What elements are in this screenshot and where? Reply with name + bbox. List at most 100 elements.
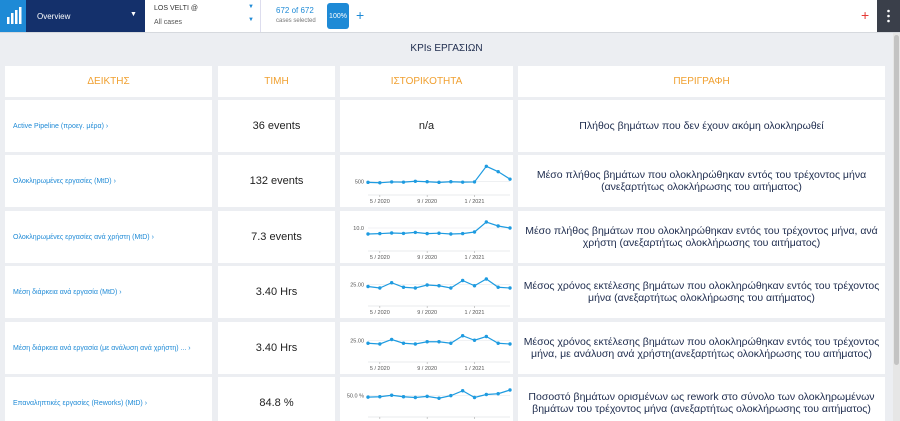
sparkline-point: [449, 180, 453, 184]
sparkline-point: [389, 231, 394, 235]
sparkline-point: [366, 395, 370, 399]
sparkline-point: [389, 337, 394, 342]
y-tick-label: 25.00: [350, 338, 364, 344]
header-cell: ΙΣΤΟΡΙΚΟΤΗΤΑ: [340, 66, 513, 97]
x-tick-label: 9 / 2020: [417, 366, 437, 372]
description-cell: Πλήθος βημάτων που δεν έχουν ακόμη ολοκλ…: [518, 100, 885, 152]
history-cell: 10.0 5 / 2020 9 / 2020 1 / 2021: [340, 211, 513, 263]
header-cell: ΠΕΡΙΓΡΑΦΗ: [518, 66, 885, 97]
sparkline-point: [437, 180, 441, 185]
kpi-cell[interactable]: Ολοκληρωμένες εργασίες ανά χρήστη (MtD) …: [5, 211, 212, 263]
sparkline-point: [460, 334, 465, 338]
chevron: ›: [103, 122, 109, 130]
kpi-cell[interactable]: Active Pipeline (προεγ. μέρα) ›: [5, 100, 212, 152]
page-title: KPIs ΕΡΓΑΣΙΩΝ: [0, 33, 893, 63]
sparkline-point: [449, 341, 453, 345]
kpi-cell[interactable]: Μέση διάρκεια ανά εργασία (με ανάλυση αν…: [5, 322, 212, 374]
description-cell: Μέσος χρόνος εκτέλεσης βημάτων που ολοκλ…: [518, 322, 885, 374]
description-text: Πλήθος βημάτων που δεν έχουν ακόμη ολοκλ…: [579, 120, 824, 132]
value-cell: 3.40 Hrs: [218, 322, 335, 374]
history-cell: n/a: [340, 100, 513, 152]
add-red-button[interactable]: +: [861, 7, 870, 23]
description-cell: Μέσος χρόνος εκτέλεσης βημάτων που ολοκλ…: [518, 266, 885, 318]
x-tick-label: 5 / 2020: [370, 199, 390, 205]
sparkline-point: [472, 230, 477, 234]
kpi-cell[interactable]: Επαναληπτικές εργασίες (Reworks) (MtD) ›: [5, 377, 212, 421]
history-cell: 25.00 5 / 2020 9 / 2020 1 / 2021: [340, 322, 513, 374]
menu-button[interactable]: [877, 0, 900, 32]
kpi-link[interactable]: Επαναληπτικές εργασίες (Reworks) (MtD): [13, 399, 143, 407]
view-name: Overview: [37, 12, 71, 21]
value-cell: 132 events: [218, 155, 335, 207]
percent-badge[interactable]: 100%: [327, 3, 349, 29]
x-tick-label: 5 / 2020: [370, 366, 390, 372]
top-bar: Overview ▼ LOS VELTI @ All cases ▼ ▼ 672…: [0, 0, 900, 33]
view-select[interactable]: Overview ▼: [26, 0, 145, 32]
sparkline-point: [378, 395, 382, 399]
scroll-thumb[interactable]: [894, 35, 899, 365]
sparkline-point: [389, 281, 394, 285]
sparkline-point: [425, 394, 429, 399]
sparkline-point: [449, 393, 453, 398]
scrollbar[interactable]: [893, 33, 900, 421]
chevron: ›: [117, 288, 122, 296]
sparkline-point: [484, 220, 489, 224]
sparkline-point: [401, 180, 406, 184]
kpi-link[interactable]: Μέση διάρκεια ανά εργασία (με ανάλυση αν…: [13, 344, 187, 352]
header-cell: ΤΙΜΗ: [218, 66, 335, 97]
y-tick-label: 25.00: [350, 282, 364, 288]
header-text: ΤΙΜΗ: [264, 76, 289, 87]
add-button[interactable]: +: [356, 7, 365, 23]
sparkline-point: [484, 277, 489, 281]
sparkline-point: [366, 180, 370, 185]
header-text: ΔΕΙΚΤΗΣ: [87, 76, 130, 87]
dataset-select[interactable]: LOS VELTI @ All cases ▼ ▼: [148, 0, 261, 32]
sparkline-point: [472, 180, 477, 184]
sparkline-point: [460, 180, 465, 184]
kpi-link[interactable]: Ολοκληρωμένες εργασίες ανά χρήστη (MtD): [13, 233, 150, 241]
sparkline: 25.00 5 / 2020 9 / 2020 1 / 2021: [350, 277, 512, 316]
description-text: Μέσο πλήθος βημάτων που ολοκληρώθηκαν εν…: [525, 225, 878, 249]
description-cell: Ποσοστό βημάτων ορισμένων ως rework στο …: [518, 377, 885, 421]
logo[interactable]: [0, 0, 26, 32]
kpi-cell[interactable]: Μέση διάρκεια ανά εργασία (MtD) ›: [5, 266, 212, 318]
sparkline-point: [366, 284, 370, 289]
description-cell: Μέσο πλήθος βημάτων που ολοκληρώθηκαν εν…: [518, 155, 885, 207]
sparkline-point: [425, 340, 429, 344]
x-tick-label: 9 / 2020: [417, 310, 437, 316]
kpi-link[interactable]: Active Pipeline (προεγ. μέρα): [13, 122, 104, 130]
logo-icon: [7, 7, 22, 24]
dropdown-arrow: ▼: [248, 4, 254, 10]
sparkline-point: [508, 388, 512, 392]
header-cell: ΔΕΙΚΤΗΣ: [5, 66, 212, 97]
kpi-value: 36 events: [252, 120, 301, 132]
x-tick-label: 9 / 2020: [417, 199, 437, 205]
chevron: ›: [142, 399, 148, 407]
cases-label: cases selected: [276, 18, 316, 24]
kpi-link[interactable]: Ολοκληρωμένες εργασίες (MtD): [13, 177, 112, 185]
x-tick-label: 1 / 2021: [465, 366, 485, 372]
dropdown-arrow: ▼: [248, 17, 254, 23]
sparkline-point: [484, 392, 489, 397]
kpi-cell[interactable]: Ολοκληρωμένες εργασίες (MtD) ›: [5, 155, 212, 207]
sparkline-point: [366, 232, 370, 236]
filter-name: All cases: [154, 19, 183, 26]
y-tick-label: 500: [355, 179, 364, 185]
y-tick-label: 50.0 %: [347, 393, 364, 399]
sparkline-point: [378, 181, 382, 185]
kpi-link[interactable]: Μέση διάρκεια ανά εργασία (MtD): [13, 288, 118, 296]
sparkline-point: [401, 231, 406, 236]
sparkline-point: [389, 393, 394, 397]
value-cell: 36 events: [218, 100, 335, 152]
sparkline-point: [389, 180, 394, 184]
sparkline-point: [378, 286, 382, 290]
sparkline-point: [460, 278, 465, 283]
sparkline-point: [401, 285, 406, 289]
y-tick-label: 10.0: [353, 226, 364, 232]
sparkline-point: [413, 179, 418, 183]
sparkline-point: [413, 230, 418, 235]
history-cell: 500 5 / 2020 9 / 2020 1 / 2021: [340, 155, 513, 207]
